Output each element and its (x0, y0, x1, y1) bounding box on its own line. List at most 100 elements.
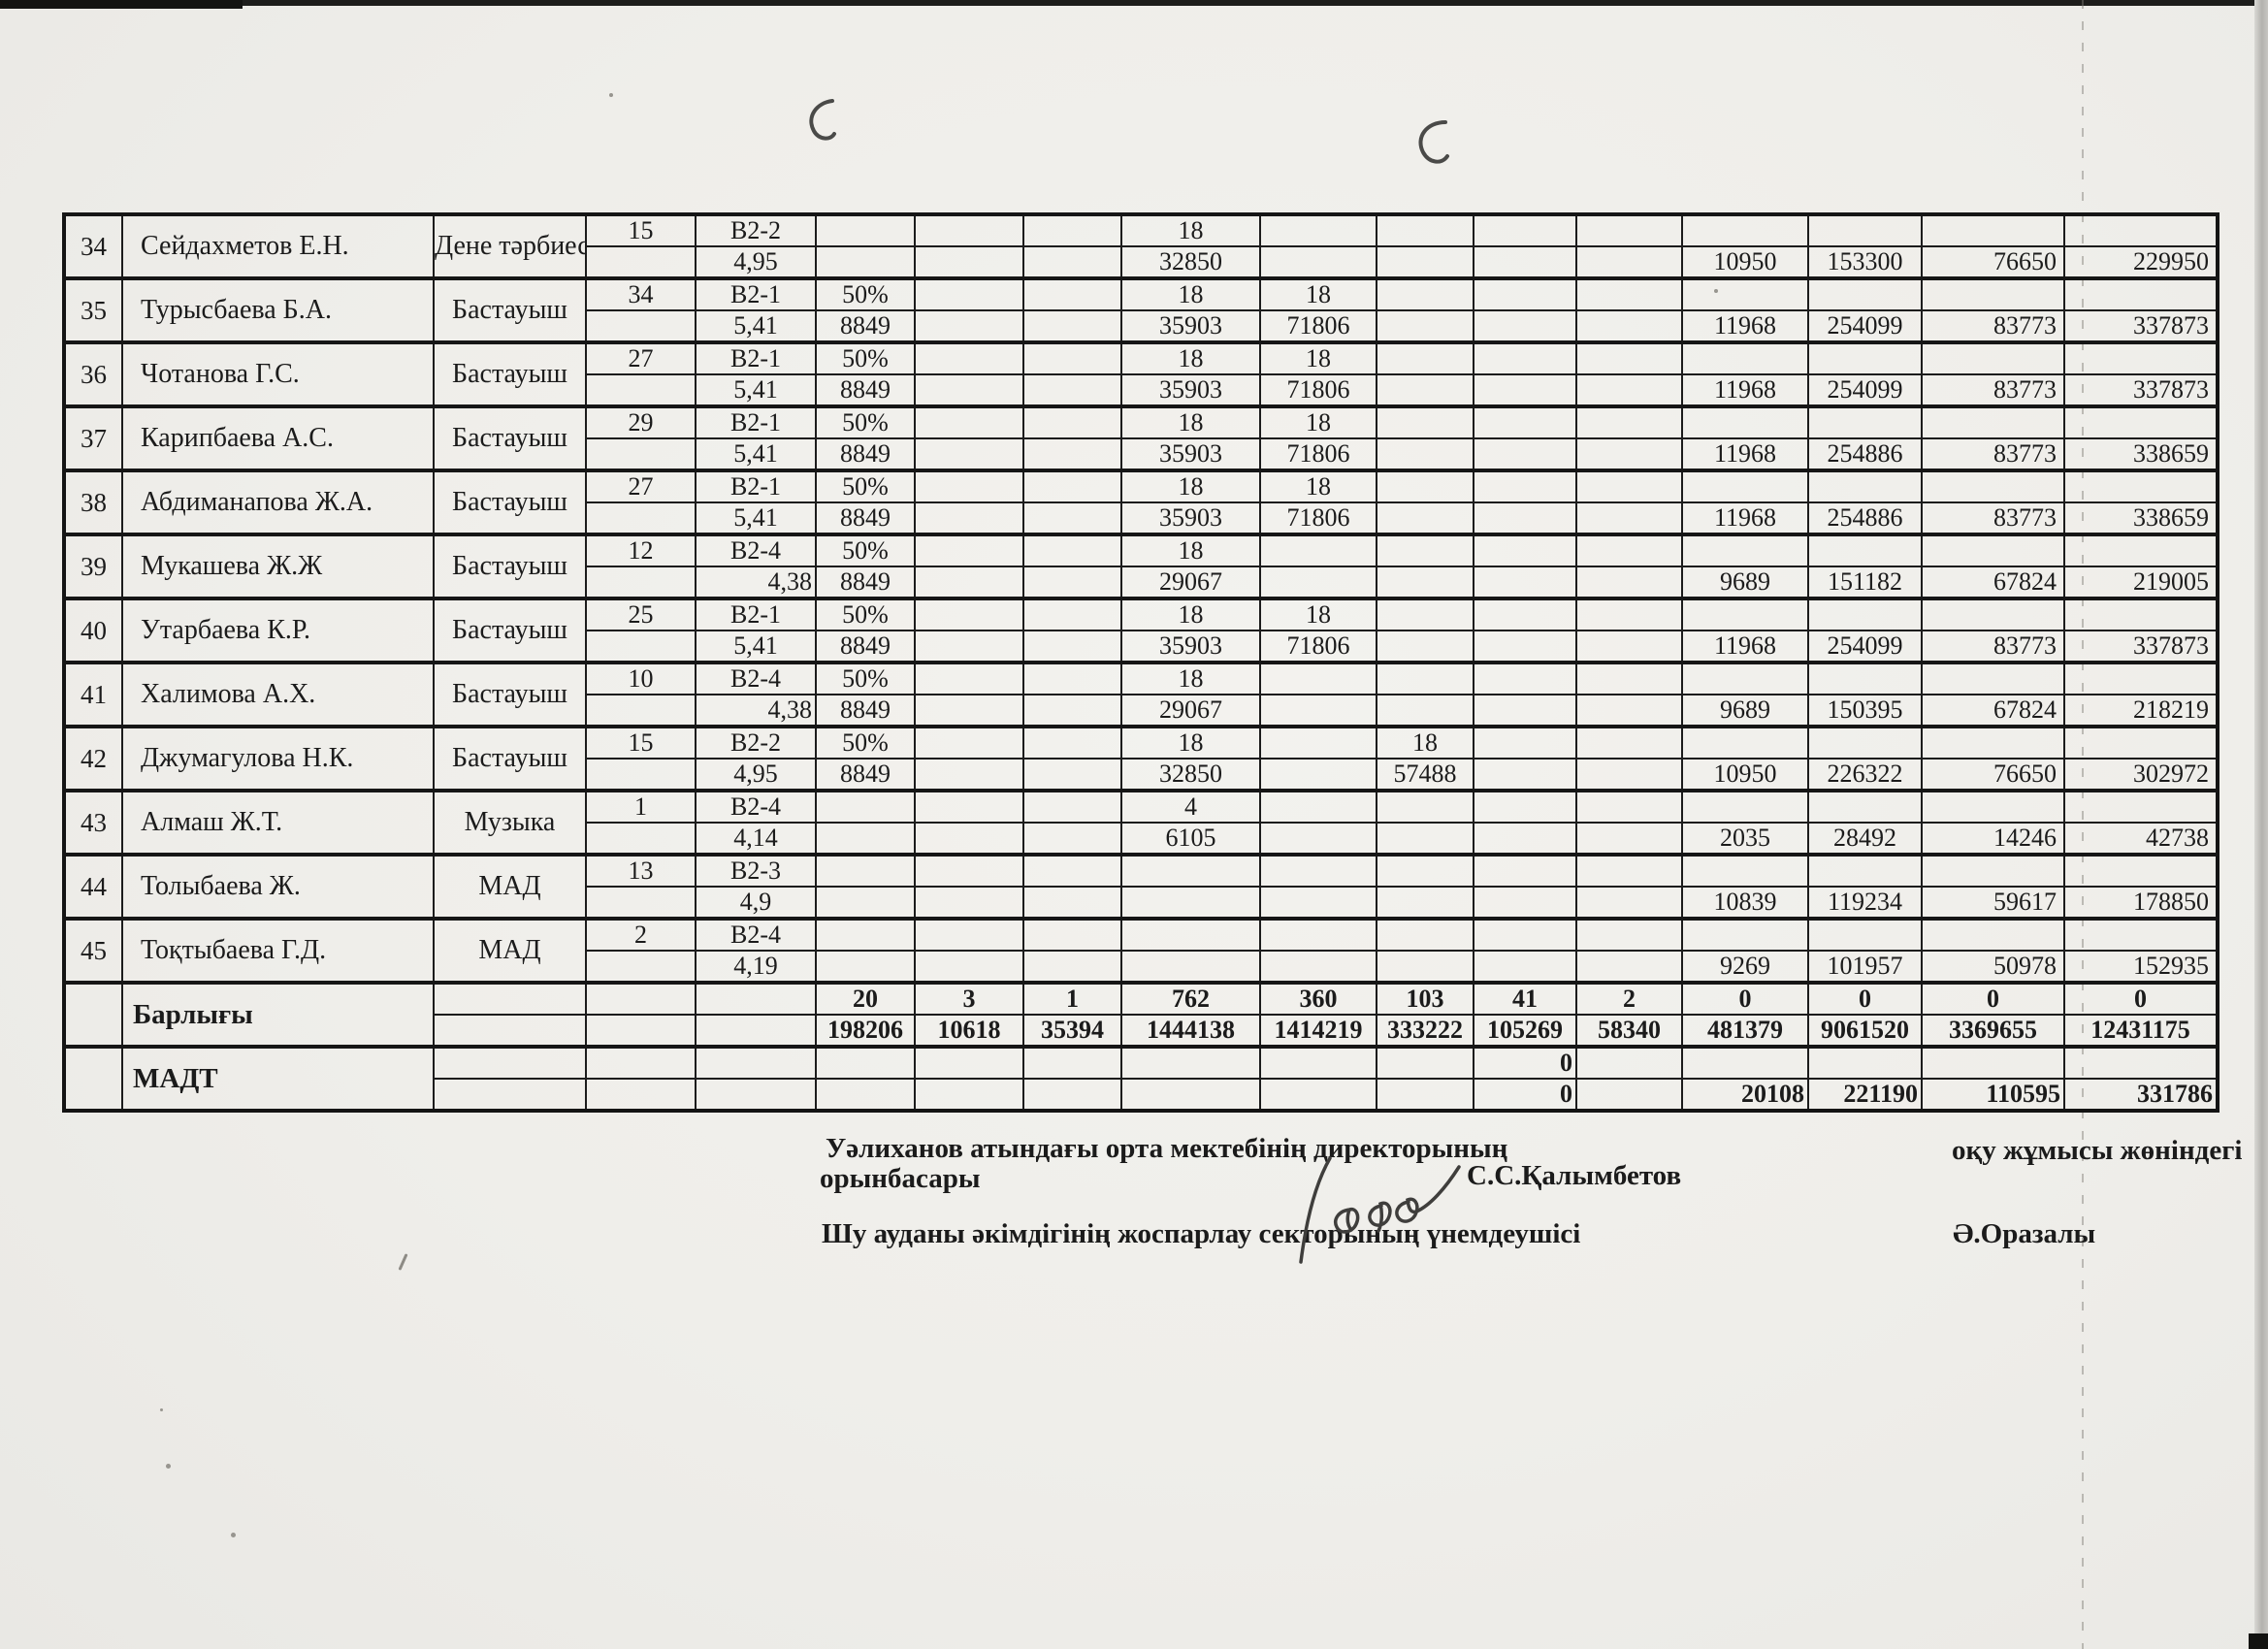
value-cell (1473, 276, 1577, 311)
value-cell (1473, 437, 1577, 471)
summary-value-cell: 360 (1259, 981, 1377, 1016)
value-cell: 337873 (2063, 373, 2219, 407)
value-cell (1681, 725, 1809, 760)
teacher-row-45: 45 Тоқтыбаева Г.Д. МАД 2 В2-4 (63, 917, 2219, 984)
summary-value-cell: 0 (1681, 981, 1809, 1016)
teacher-name-cell: Мукашева Ж.Ж (121, 533, 435, 599)
row-number-cell: 45 (63, 917, 123, 984)
value-cell (914, 950, 1024, 984)
summary-value-cell: 333222 (1376, 1014, 1474, 1048)
summary-value-cell (695, 1078, 817, 1112)
value-cell (1473, 501, 1577, 535)
value-cell: 18 (1120, 404, 1261, 439)
value-cell: 2 (585, 917, 697, 952)
value-cell: 5,41 (695, 309, 817, 343)
value-cell (1259, 917, 1377, 952)
value-cell (1575, 373, 1683, 407)
value-cell (914, 373, 1024, 407)
value-cell (1921, 725, 2065, 760)
value-cell: 5,41 (695, 437, 817, 471)
summary-value-cell (2063, 1045, 2219, 1080)
value-cell (1259, 212, 1377, 247)
value-cell (815, 853, 916, 888)
value-cell: 4,38 (695, 566, 817, 599)
value-cell: В2-4 (695, 917, 817, 952)
value-cell (1120, 886, 1261, 920)
value-cell: 50% (815, 725, 916, 760)
value-cell: 10839 (1681, 886, 1809, 920)
value-cell: 11968 (1681, 309, 1809, 343)
summary-value-cell: 3 (914, 981, 1024, 1016)
summary-value-cell: 0 (1473, 1078, 1577, 1112)
value-cell (585, 758, 697, 792)
value-cell (1022, 694, 1122, 728)
value-cell: 4,14 (695, 822, 817, 856)
value-cell (1022, 853, 1122, 888)
value-cell (1921, 789, 2065, 824)
value-cell: 29067 (1120, 566, 1261, 599)
summary-value-cell (1376, 1078, 1474, 1112)
row-number-cell: 40 (63, 597, 123, 663)
value-cell: 18 (1120, 469, 1261, 503)
value-cell (1259, 789, 1377, 824)
teacher-row-40: 40 Утарбаева К.Р. Бастауыш 25 В2-1 50% 18 18 (63, 597, 2219, 663)
summary-value-cell (1575, 1045, 1683, 1080)
summary-value-cell: 110595 (1921, 1078, 2065, 1112)
value-cell: 4,9 (695, 886, 817, 920)
value-cell (1473, 597, 1577, 631)
value-cell (1376, 661, 1474, 695)
value-cell (1022, 437, 1122, 471)
value-cell (914, 661, 1024, 695)
value-cell: 254099 (1807, 309, 1923, 343)
value-cell: 229950 (2063, 245, 2219, 279)
value-cell: 9689 (1681, 566, 1809, 599)
value-cell (1681, 340, 1809, 375)
value-cell: 8849 (815, 630, 916, 663)
value-cell (1473, 566, 1577, 599)
value-cell (1807, 533, 1923, 567)
value-cell: 76650 (1921, 245, 2065, 279)
director-name: С.С.Қалымбетов (1467, 1160, 1682, 1191)
teacher-name-cell: Тоқтыбаева Г.Д. (121, 917, 435, 984)
value-cell (1376, 373, 1474, 407)
value-cell: 10950 (1681, 758, 1809, 792)
value-cell: 18 (1120, 597, 1261, 631)
teacher-row-37-sub: 5,41 8849 35903 71806 11968 254886 83773 338659 (64, 437, 2219, 471)
value-cell (1473, 309, 1577, 343)
value-cell (1473, 469, 1577, 503)
value-cell: В2-1 (695, 597, 817, 631)
summary-value-cell: 20108 (1681, 1078, 1809, 1112)
value-cell (1681, 853, 1809, 888)
value-cell (1376, 533, 1474, 567)
value-cell: 8849 (815, 566, 916, 599)
row-number-cell (63, 981, 123, 1048)
value-cell (1681, 789, 1809, 824)
value-cell: 11968 (1681, 373, 1809, 407)
value-cell (1022, 245, 1122, 279)
value-cell (914, 758, 1024, 792)
value-cell (2063, 597, 2219, 631)
summary-value-cell (914, 1078, 1024, 1112)
value-cell (1022, 789, 1122, 824)
value-cell: В2-1 (695, 340, 817, 375)
value-cell (2063, 533, 2219, 567)
summary-value-cell: 3369655 (1921, 1014, 2065, 1048)
value-cell (585, 822, 697, 856)
value-cell (1022, 212, 1122, 247)
value-cell: 254886 (1807, 437, 1923, 471)
value-cell: 9689 (1681, 694, 1809, 728)
value-cell (815, 917, 916, 952)
director-title-line1: Уәлиханов атындағы орта мектебінің дирек… (826, 1133, 1508, 1164)
summary-value-cell: 221190 (1807, 1078, 1923, 1112)
teacher-name-cell: Алмаш Ж.Т. (121, 789, 435, 856)
value-cell: 151182 (1807, 566, 1923, 599)
summary-value-cell: 198206 (815, 1014, 916, 1048)
value-cell: В2-4 (695, 661, 817, 695)
value-cell: 10950 (1681, 245, 1809, 279)
value-cell (1022, 469, 1122, 503)
value-cell (1575, 533, 1683, 567)
subject-cell: Бастауыш (433, 725, 587, 792)
value-cell (914, 917, 1024, 952)
summary-row-total-sub: 198206 10618 35394 1444138 1414219 333222 1052… (64, 1014, 2219, 1048)
summary-value-cell (1376, 1045, 1474, 1080)
